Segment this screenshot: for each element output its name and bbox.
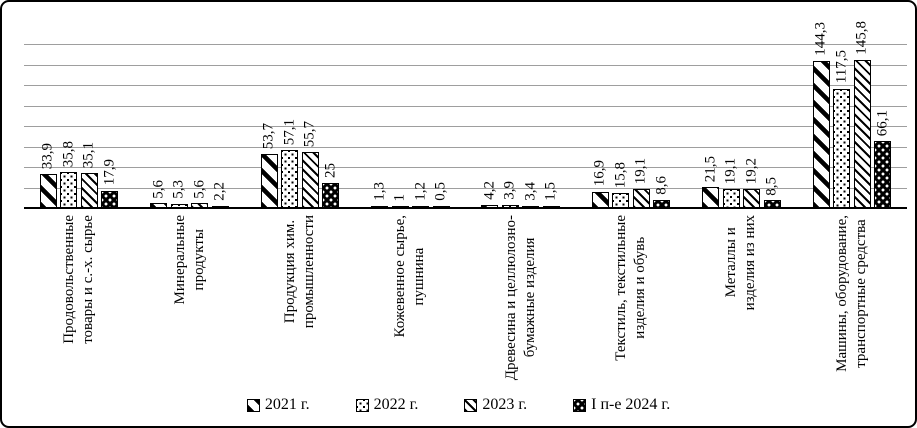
legend-item-2: 2022 г. <box>355 396 419 414</box>
bar-series1-cat1 <box>39 174 57 209</box>
bar-series3-cat3 <box>301 151 319 209</box>
bar-value-label: 25 <box>322 163 339 179</box>
gridline <box>24 105 907 107</box>
legend-swatch-diagonal-wide <box>246 398 260 412</box>
category-label-8: Машины, оборудование, транспортные средс… <box>833 215 869 372</box>
gridline <box>24 187 907 189</box>
legend-label: I п-е 2024 г. <box>591 396 671 413</box>
bar-value-label: 16,9 <box>591 160 608 187</box>
bar-series2-cat6 <box>612 192 630 209</box>
category-label-3: Продукция хим. промышленности <box>281 215 317 329</box>
bar-series1-cat8 <box>812 61 830 209</box>
category-label-2: Минеральные продукты <box>171 215 207 305</box>
bar-series3-cat8 <box>853 59 871 209</box>
bar-value-label: 5,6 <box>191 179 208 199</box>
bar-value-label: 1,5 <box>542 182 559 201</box>
bar-value-label: 5,3 <box>170 179 187 199</box>
category-label-5: Древесина и целлюлозно- бумажные изделия <box>502 215 538 381</box>
bar-value-label: 145,8 <box>853 20 870 55</box>
bar-value-label: 17,9 <box>101 159 118 186</box>
legend-item-3: 2023 г. <box>464 396 527 414</box>
bar-value-label: 57,1 <box>281 119 298 146</box>
category-label-4: Кожевенное сырье, пушнина <box>392 215 428 338</box>
bar-value-label: 3,4 <box>522 181 539 201</box>
bar-value-label: 4,2 <box>481 180 498 200</box>
gridline <box>24 126 907 127</box>
legend-swatch-dots-on-white <box>355 398 369 412</box>
bar-value-label: 19,2 <box>743 158 760 185</box>
bar-value-label: 21,5 <box>702 155 719 182</box>
gridline <box>24 44 907 45</box>
bar-value-label: 33,9 <box>39 143 56 170</box>
bar-series2-cat7 <box>722 189 740 209</box>
legend-label: 2023 г. <box>482 396 528 413</box>
bar-value-label: 117,5 <box>833 50 850 84</box>
bar-value-label: 3,9 <box>501 181 518 201</box>
gridline <box>24 85 907 86</box>
bar-value-label: 2,2 <box>211 182 228 201</box>
bar-value-label: 8,6 <box>653 176 670 196</box>
bar-value-label: 19,1 <box>632 158 649 185</box>
bar-series3-cat1 <box>80 173 98 209</box>
bar-value-label: 35,8 <box>60 141 77 168</box>
gridline <box>24 146 907 148</box>
bar-value-label: 35,1 <box>80 141 97 169</box>
legend-label: 2021 г. <box>264 396 310 413</box>
bar-series2-cat1 <box>60 172 78 209</box>
bar-value-label: 144,3 <box>812 22 829 57</box>
bar-value-label: 0,5 <box>432 182 449 201</box>
gridline <box>24 167 907 168</box>
bar-series4-cat3 <box>322 183 340 209</box>
legend-swatch-dots-on-black <box>573 398 587 412</box>
legend-label: 2022 г. <box>373 396 419 413</box>
legend-item-4: I п-е 2024 г. <box>573 396 670 414</box>
legend: 2021 г. 2022 г. 2023 г. I п-е 2024 г. <box>2 396 915 414</box>
bar-series1-cat3 <box>260 153 278 209</box>
gridline <box>24 64 907 66</box>
bar-value-label: 53,7 <box>260 122 277 149</box>
bar-series1-cat7 <box>702 186 720 209</box>
x-axis-line <box>24 207 907 209</box>
bar-series2-cat8 <box>833 88 851 209</box>
bar-value-label: 19,1 <box>722 158 739 185</box>
bar-value-label: 5,6 <box>150 179 167 199</box>
bar-value-label: 1 <box>391 193 408 202</box>
bar-value-label: 8,5 <box>763 176 780 196</box>
category-label-7: Металлы и изделия из них <box>723 215 759 311</box>
bar-value-label: 15,8 <box>612 161 629 188</box>
category-label-1: Продовольственные товары и с.-х. сырье <box>61 215 97 344</box>
legend-item-1: 2021 г. <box>246 396 310 414</box>
bar-series4-cat8 <box>874 141 892 209</box>
category-label-6: Текстиль, текстильные изделия и обувь <box>613 215 649 361</box>
plot-area: 33,9 35,8 35,1 17,9 5,6 5,3 5,6 2,2 53,7 57,1 55,7… <box>24 17 907 209</box>
bar-value-label: 1,3 <box>371 182 388 201</box>
bar-value-label: 66,1 <box>874 110 891 137</box>
bar-value-label: 1,2 <box>412 182 429 201</box>
bar-series2-cat3 <box>281 150 299 209</box>
bar-value-label: 55,7 <box>301 120 318 147</box>
legend-swatch-diagonal-thin <box>464 398 478 412</box>
